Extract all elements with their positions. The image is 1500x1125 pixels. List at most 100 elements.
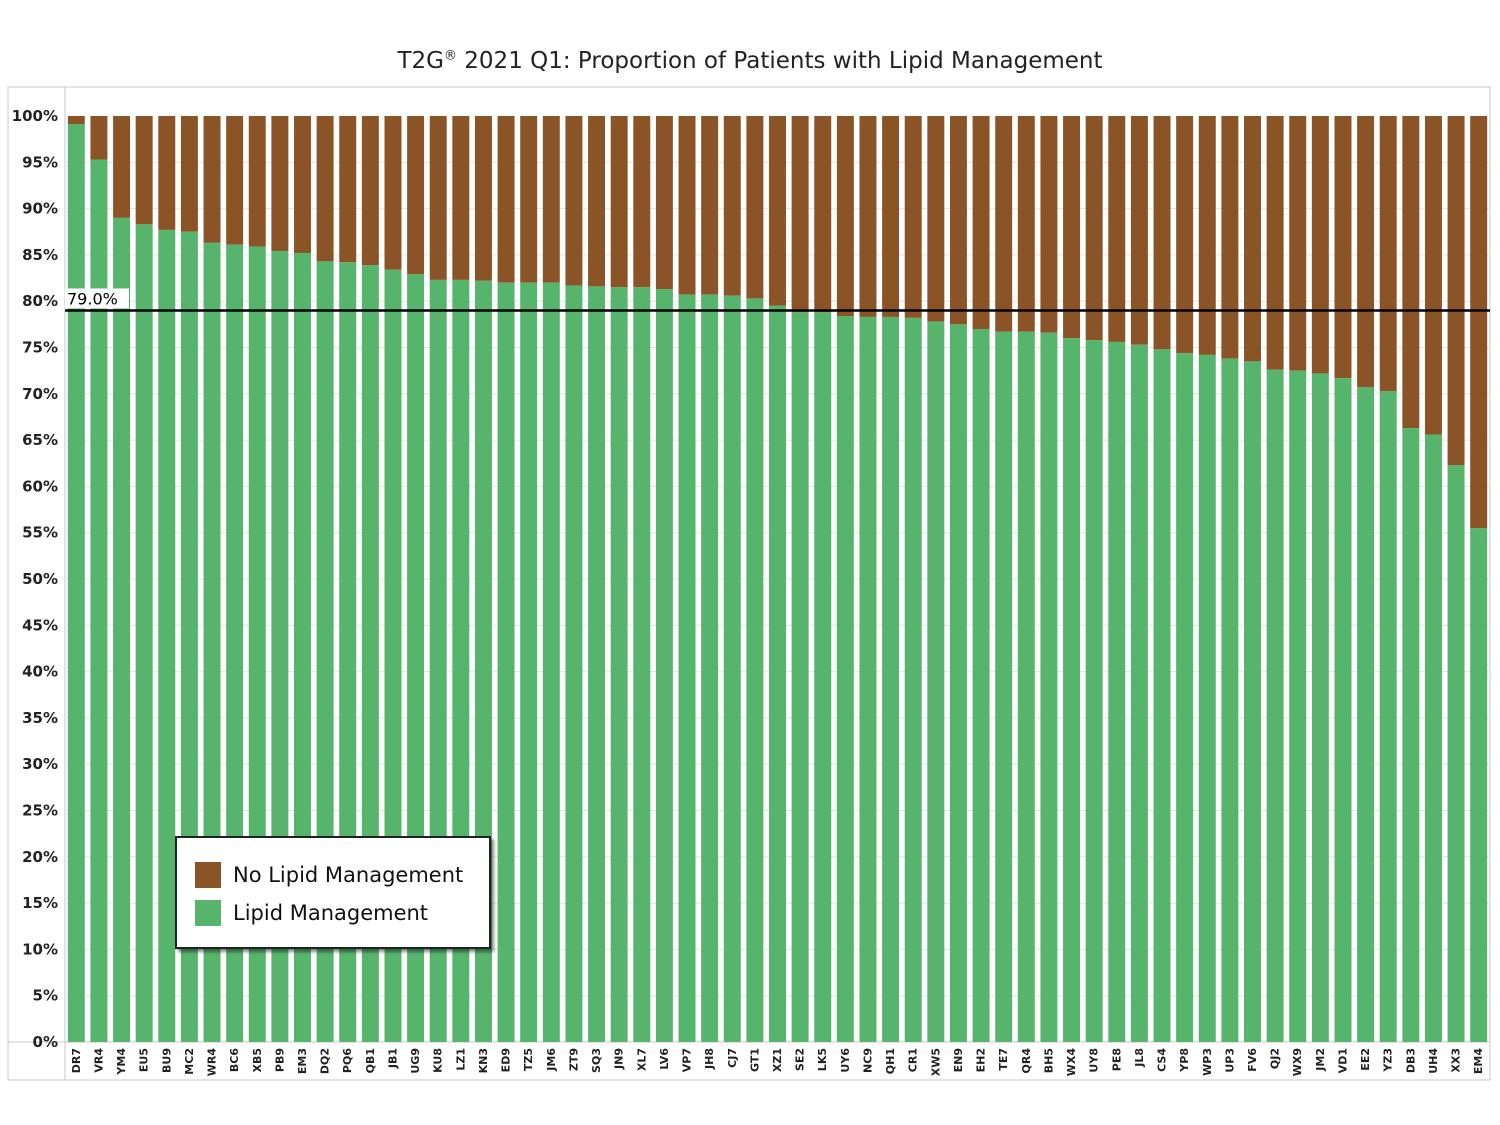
x-tick-label: QJ2 (1269, 1048, 1282, 1069)
legend-label-no-lipid: No Lipid Management (233, 863, 464, 887)
legend-item-lipid: Lipid Management (195, 894, 489, 932)
y-tick-label: 80% (22, 292, 58, 310)
x-tick-label: PE8 (1110, 1048, 1123, 1071)
bar-no-lipid-wx9 (1289, 116, 1307, 371)
x-tick-label: UH4 (1427, 1048, 1440, 1074)
x-tick-label: DR7 (70, 1048, 83, 1073)
x-tick-label: DB3 (1404, 1048, 1417, 1073)
bar-lipid-jl8 (1130, 344, 1148, 1042)
bar-lipid-qh1 (882, 316, 900, 1042)
bar-lipid-up3 (1221, 358, 1239, 1042)
y-tick-label: 5% (33, 987, 58, 1005)
y-tick-label: 65% (22, 431, 58, 449)
bar-no-lipid-se2 (791, 116, 809, 313)
bar-no-lipid-vp7 (678, 116, 696, 295)
bar-no-lipid-cr1 (904, 116, 922, 318)
bar-lipid-gt1 (746, 298, 764, 1042)
bar-no-lipid-wx4 (1063, 116, 1081, 339)
x-tick-label: QR4 (1020, 1048, 1033, 1074)
x-tick-label: CS4 (1156, 1048, 1169, 1072)
x-tick-label: WR4 (206, 1048, 219, 1077)
x-tick-label: EN9 (952, 1048, 965, 1072)
bar-lipid-wx4 (1063, 338, 1081, 1042)
bar-no-lipid-gt1 (746, 116, 764, 299)
y-tick-label: 95% (22, 153, 58, 171)
y-tick-label: 25% (22, 802, 58, 820)
x-tick-label: LV6 (658, 1048, 671, 1070)
bar-no-lipid-jb1 (384, 116, 402, 270)
bar-no-lipid-mc2 (180, 116, 198, 232)
bar-no-lipid-db3 (1402, 116, 1420, 429)
bar-no-lipid-jh8 (701, 116, 719, 295)
bar-no-lipid-yz3 (1379, 116, 1397, 392)
bar-no-lipid-uy6 (836, 116, 854, 317)
y-tick-label: 0% (33, 1033, 58, 1051)
x-tick-label: ED9 (500, 1048, 513, 1072)
bar-no-lipid-bu9 (158, 116, 176, 230)
bar-no-lipid-qb1 (361, 116, 379, 266)
bar-no-lipid-cj7 (723, 116, 741, 296)
bar-lipid-eh2 (972, 328, 990, 1043)
y-tick-label: 85% (22, 246, 58, 264)
chart-title-main: T2G (397, 48, 444, 74)
bar-lipid-cj7 (723, 295, 741, 1042)
x-tick-label: JN9 (613, 1048, 626, 1070)
bar-no-lipid-pb9 (271, 116, 289, 252)
bar-no-lipid-xl7 (633, 116, 651, 288)
bar-no-lipid-sq3 (588, 116, 606, 287)
x-tick-label: PQ6 (341, 1048, 354, 1073)
bar-no-lipid-jl8 (1130, 116, 1148, 345)
y-tick-label: 20% (22, 848, 58, 866)
bar-lipid-xl7 (633, 287, 651, 1042)
x-tick-label: UP3 (1223, 1048, 1236, 1073)
bar-no-lipid-lz1 (452, 116, 470, 280)
bar-no-lipid-lv6 (655, 116, 673, 290)
y-tick-label: 30% (22, 755, 58, 773)
chart-legend: No Lipid Management Lipid Management (175, 836, 491, 949)
bar-lipid-eu5 (135, 224, 153, 1043)
bar-lipid-lk5 (814, 312, 832, 1042)
bar-lipid-vd1 (1334, 378, 1352, 1043)
bar-no-lipid-qj2 (1266, 116, 1284, 370)
bar-lipid-en9 (949, 324, 967, 1043)
y-tick-label: 100% (12, 107, 58, 125)
reference-label: 79.0% (67, 289, 118, 308)
bar-no-lipid-jm2 (1311, 116, 1329, 374)
bar-no-lipid-qh1 (882, 116, 900, 317)
bar-lipid-fv6 (1244, 361, 1261, 1042)
bar-lipid-jm6 (542, 282, 560, 1042)
bar-lipid-lv6 (655, 289, 673, 1042)
bar-no-lipid-up3 (1221, 116, 1239, 359)
bar-no-lipid-vr4 (90, 116, 108, 160)
bar-no-lipid-vd1 (1334, 116, 1352, 379)
bar-lipid-uh4 (1424, 434, 1442, 1042)
bar-lipid-cr1 (904, 317, 922, 1042)
bar-lipid-jn9 (610, 287, 628, 1042)
y-tick-label: 70% (22, 385, 58, 403)
chart-title-rest: 2021 Q1: Proportion of Patients with Lip… (456, 48, 1103, 74)
x-tick-label: YP8 (1178, 1048, 1191, 1073)
bar-no-lipid-uh4 (1424, 116, 1442, 435)
y-tick-label: 15% (22, 894, 58, 912)
x-tick-label: BC6 (228, 1048, 241, 1072)
bar-lipid-xx3 (1447, 465, 1465, 1042)
bar-lipid-ed9 (497, 282, 515, 1042)
bar-lipid-vp7 (678, 294, 696, 1042)
x-tick-label: EH2 (975, 1048, 988, 1072)
bar-lipid-em4 (1470, 528, 1488, 1042)
legend-item-no-lipid: No Lipid Management (195, 856, 489, 894)
x-tick-label: XL7 (635, 1048, 648, 1071)
bar-lipid-wp3 (1198, 354, 1216, 1043)
x-tick-label: CJ7 (726, 1048, 739, 1068)
y-tick-label: 40% (22, 663, 58, 681)
bar-lipid-qr4 (1017, 331, 1035, 1042)
bar-no-lipid-yp8 (1176, 116, 1194, 354)
bar-lipid-dr7 (67, 124, 85, 1043)
x-tick-label: XX3 (1450, 1048, 1463, 1073)
x-tick-label: UG9 (409, 1048, 422, 1074)
bar-no-lipid-wr4 (203, 116, 221, 243)
x-tick-label: JL8 (1133, 1048, 1146, 1068)
bar-lipid-uy6 (836, 316, 854, 1042)
bar-no-lipid-pe8 (1108, 116, 1126, 342)
x-tick-label: VR4 (92, 1048, 105, 1073)
